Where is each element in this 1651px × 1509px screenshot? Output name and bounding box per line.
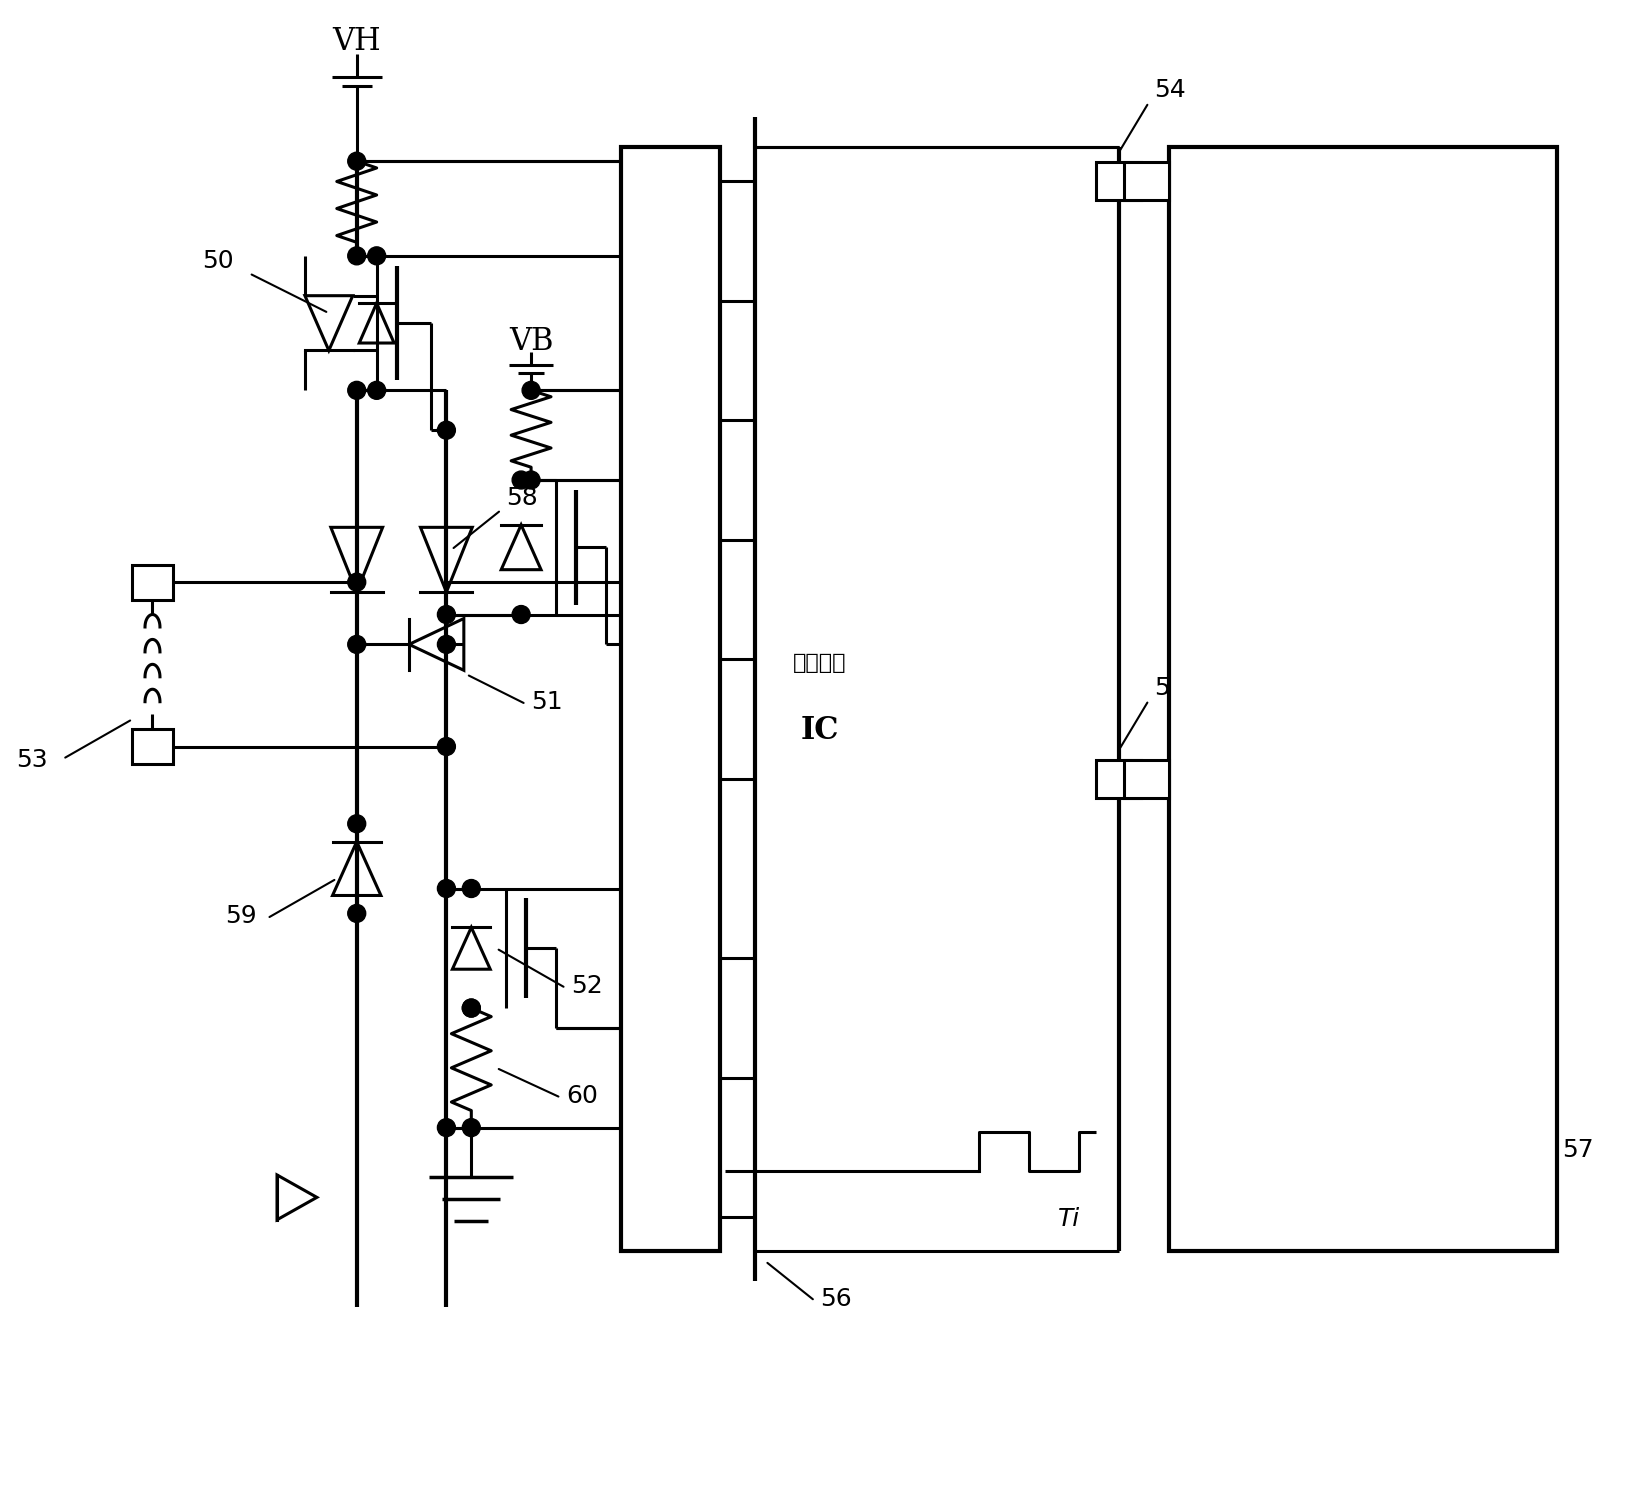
- Circle shape: [348, 904, 367, 922]
- Bar: [1169, 148, 1557, 1251]
- Text: VH: VH: [332, 26, 381, 57]
- Bar: [1124, 761, 1169, 798]
- Bar: [670, 1198, 715, 1236]
- Circle shape: [438, 1118, 456, 1136]
- Circle shape: [512, 471, 530, 489]
- Text: VB: VB: [509, 326, 553, 358]
- Circle shape: [522, 471, 540, 489]
- Bar: [1096, 161, 1141, 201]
- Text: 54: 54: [1154, 78, 1185, 103]
- Bar: [132, 729, 173, 764]
- Circle shape: [522, 382, 540, 400]
- Circle shape: [438, 738, 456, 756]
- Bar: [670, 1059, 715, 1097]
- Circle shape: [438, 421, 456, 439]
- Text: 60: 60: [566, 1083, 598, 1108]
- Circle shape: [462, 999, 480, 1017]
- Circle shape: [348, 815, 367, 833]
- Bar: [670, 282, 715, 320]
- Bar: [670, 939, 715, 978]
- Circle shape: [512, 605, 530, 623]
- Bar: [626, 282, 670, 320]
- Circle shape: [348, 152, 367, 171]
- Text: 51: 51: [532, 690, 563, 714]
- Bar: [626, 161, 670, 201]
- Circle shape: [438, 880, 456, 898]
- Bar: [626, 1198, 670, 1236]
- Circle shape: [348, 573, 367, 592]
- Circle shape: [348, 635, 367, 653]
- Text: 58: 58: [507, 486, 538, 510]
- Bar: [621, 148, 720, 1251]
- Circle shape: [348, 247, 367, 264]
- Bar: [626, 640, 670, 678]
- Circle shape: [368, 382, 386, 400]
- Circle shape: [462, 880, 480, 898]
- Bar: [626, 761, 670, 798]
- Text: Ti: Ti: [1058, 1207, 1080, 1231]
- Text: 59: 59: [226, 904, 258, 928]
- Bar: [132, 564, 173, 599]
- Bar: [670, 521, 715, 558]
- Bar: [626, 401, 670, 439]
- Text: 56: 56: [821, 1287, 852, 1311]
- Bar: [626, 939, 670, 978]
- Bar: [1124, 161, 1169, 201]
- Text: 57: 57: [1562, 1138, 1593, 1162]
- Bar: [626, 1059, 670, 1097]
- Bar: [1096, 761, 1141, 798]
- Bar: [670, 640, 715, 678]
- Text: 喷射驱动: 喷射驱动: [792, 653, 847, 673]
- Text: IC: IC: [801, 715, 839, 745]
- Circle shape: [438, 605, 456, 623]
- Bar: [670, 761, 715, 798]
- Bar: [670, 161, 715, 201]
- Text: 52: 52: [571, 975, 603, 997]
- Text: CPU: CPU: [1319, 643, 1407, 676]
- Circle shape: [368, 247, 386, 264]
- Circle shape: [438, 635, 456, 653]
- Text: 53: 53: [17, 748, 48, 773]
- Text: 50: 50: [203, 249, 234, 273]
- Bar: [626, 521, 670, 558]
- Text: 55: 55: [1154, 676, 1185, 700]
- Bar: [670, 401, 715, 439]
- Circle shape: [462, 1118, 480, 1136]
- Circle shape: [462, 999, 480, 1017]
- Circle shape: [348, 382, 367, 400]
